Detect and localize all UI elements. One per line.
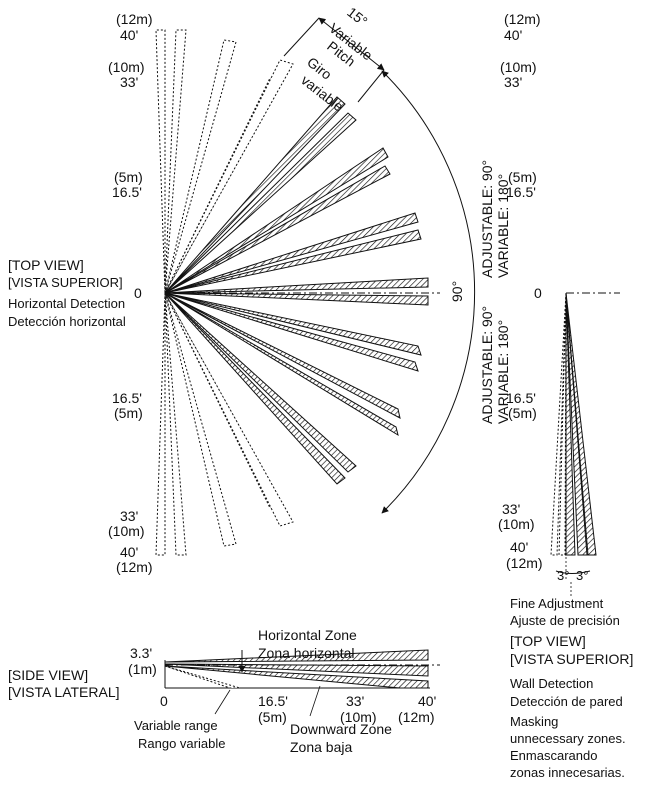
scale-label: (12m)	[506, 555, 543, 571]
scale-label: (12m)	[116, 11, 153, 27]
side-view-subtitle: [VISTA LATERAL]	[8, 684, 120, 700]
wall-detection-label-es: Detección de pared	[510, 694, 623, 709]
scale-label: 16.5'	[506, 184, 536, 200]
adjustable-upper-2: VARIABLE: 180°	[495, 174, 511, 278]
scale-label: 40'	[120, 544, 138, 560]
mount-height-ft: 3.3'	[130, 645, 152, 661]
variable-range-label: Variable range	[134, 718, 218, 733]
scale-label: 16.5'	[506, 390, 536, 406]
downward-zone-leader	[309, 685, 321, 717]
scale-label: 40'	[510, 539, 528, 555]
arc-angle-label: 90°	[449, 281, 465, 302]
downward-zone-label-es: Zona baja	[290, 739, 352, 755]
scale-label: (5m)	[508, 169, 537, 185]
top-view-title: [TOP VIEW]	[8, 257, 84, 273]
top-view-subtitle: [VISTA SUPERIOR]	[8, 275, 123, 290]
side-view-title: [SIDE VIEW]	[8, 667, 88, 683]
top-view-scale: (12m) 40' (10m) 33' (5m) 16.5' 0 16.5' (…	[108, 11, 153, 575]
coverage-arc	[381, 70, 476, 514]
scale-label: 40'	[504, 27, 522, 43]
pitch-extension-right	[357, 69, 385, 103]
scale-label: 0	[534, 285, 542, 301]
masked-zones	[155, 29, 294, 556]
scale-label: (5m)	[114, 169, 143, 185]
scale-label: (10m)	[500, 59, 537, 75]
side-axis-label: (5m)	[258, 709, 287, 725]
adjustable-lower-2: VARIABLE: 180°	[495, 320, 511, 424]
scale-label: (10m)	[108, 59, 145, 75]
side-axis-label: 16.5'	[258, 693, 288, 709]
masking-label-2: unnecessary zones.	[510, 731, 626, 746]
wall-beam	[565, 292, 576, 556]
side-axis-label: 33'	[346, 693, 364, 709]
scale-label: (5m)	[114, 405, 143, 421]
fine-adjustment-label: Fine Adjustment	[510, 596, 604, 611]
variable-range-label-es: Rango variable	[138, 736, 225, 751]
scale-label: (10m)	[108, 523, 145, 539]
scale-label: 33'	[120, 74, 138, 90]
side-axis-label: 0	[160, 693, 168, 709]
scale-label: 16.5'	[112, 184, 142, 200]
side-axis-label: (10m)	[340, 709, 377, 725]
horizontal-detection-label-es: Detección horizontal	[8, 314, 126, 329]
scale-label: 33'	[120, 508, 138, 524]
fine-angle-right: 3°	[576, 568, 588, 583]
pitch-extension-left	[283, 17, 320, 57]
side-view-labels: [SIDE VIEW] [VISTA LATERAL] 3.3' (1m) Ho…	[8, 627, 436, 755]
masking-label-es-1: Enmascarando	[510, 748, 597, 763]
wall-view-captions: Fine Adjustment Ajuste de precisión [TOP…	[510, 596, 633, 780]
horizontal-zone-beam	[164, 649, 429, 663]
variable-range-leader	[214, 689, 231, 715]
variable-range-zone	[164, 665, 241, 689]
scale-label: (12m)	[116, 559, 153, 575]
scale-label: 33'	[504, 74, 522, 90]
fine-adjust-arc	[555, 570, 591, 574]
downward-zone-label: Downward Zone	[290, 721, 392, 737]
horizontal-zone-label-es: Zona horizontal	[258, 645, 355, 661]
side-axis-label: 40'	[418, 693, 436, 709]
pitch-dimension-line	[318, 17, 385, 71]
wall-masked-zone	[550, 292, 567, 556]
masking-label-es-2: zonas innecesarias.	[510, 765, 625, 780]
scale-label: 16.5'	[112, 390, 142, 406]
horizontal-zone-beam	[164, 663, 429, 677]
wall-view-subtitle: [VISTA SUPERIOR]	[510, 651, 633, 667]
wall-view-title: [TOP VIEW]	[510, 633, 586, 649]
pitch-angle-label: 15°	[344, 4, 371, 30]
scale-label: (5m)	[508, 405, 537, 421]
wall-beam	[565, 292, 597, 556]
scale-label: 40'	[120, 27, 138, 43]
scale-label: (12m)	[504, 11, 541, 27]
wall-view-scale: (12m) 40' (10m) 33' (5m) 16.5' 0 16.5' (…	[498, 11, 543, 571]
adjustable-upper-1: ADJUSTABLE: 90°	[479, 160, 495, 278]
scale-label: 33'	[502, 501, 520, 517]
wall-view-fan	[550, 292, 620, 596]
wall-detection-label: Wall Detection	[510, 676, 593, 691]
scale-label: 0	[134, 285, 142, 301]
top-view-fan	[155, 17, 476, 556]
fine-adjustment-label-es: Ajuste de precisión	[510, 613, 620, 628]
side-axis-label: (12m)	[398, 709, 435, 725]
mount-height-m: (1m)	[128, 661, 157, 677]
scale-label: (10m)	[498, 516, 535, 532]
downward-zone-beam	[164, 665, 429, 689]
wall-masked-zone	[558, 292, 567, 556]
masking-label-1: Masking	[510, 714, 558, 729]
horizontal-detection-label: Horizontal Detection	[8, 296, 125, 311]
fine-angle-left: 3°	[557, 568, 569, 583]
adjustable-lower-1: ADJUSTABLE: 90°	[479, 306, 495, 424]
horizontal-zone-label: Horizontal Zone	[258, 627, 357, 643]
side-view	[164, 649, 440, 717]
